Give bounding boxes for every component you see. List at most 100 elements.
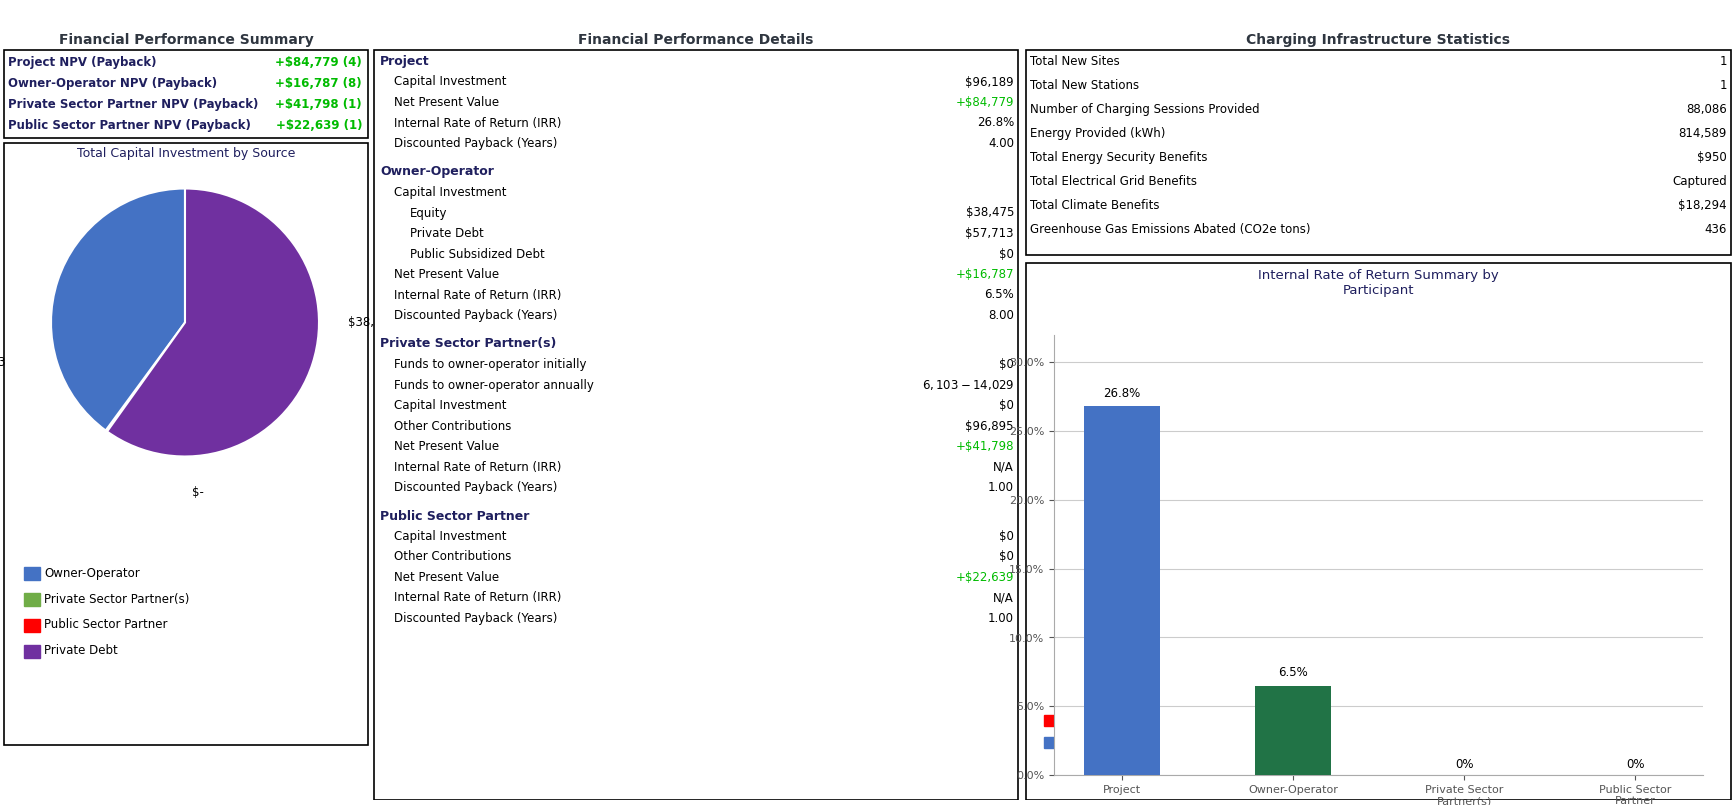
Text: Project: Project (380, 55, 430, 68)
Text: $18,294: $18,294 (1678, 199, 1726, 212)
Text: Other Contributions: Other Contributions (394, 419, 512, 432)
Text: Private Sector Partner NPV (Payback): Private Sector Partner NPV (Payback) (9, 98, 259, 111)
Text: 814,589: 814,589 (1679, 127, 1726, 140)
Text: 0%: 0% (1626, 758, 1645, 771)
Text: Owner-Operator NPV (Payback): Owner-Operator NPV (Payback) (9, 77, 217, 90)
Text: Financial Performance Details: Financial Performance Details (578, 33, 814, 47)
Text: Total New Stations: Total New Stations (1031, 79, 1140, 92)
Text: Energy Provided (kWh): Energy Provided (kWh) (1031, 127, 1166, 140)
Text: +$84,779: +$84,779 (956, 96, 1013, 109)
Text: 6.5%: 6.5% (984, 288, 1013, 302)
Bar (1083, 407, 1161, 775)
Text: Equity: Equity (409, 207, 448, 220)
Text: +$22,639: +$22,639 (956, 571, 1013, 584)
Text: Capital Investment: Capital Investment (394, 186, 507, 199)
Text: Captured: Captured (1673, 175, 1726, 188)
Text: 26.8%: 26.8% (977, 117, 1013, 130)
Text: 436: 436 (1704, 223, 1726, 236)
Text: Discounted Payback (Years): Discounted Payback (Years) (394, 137, 557, 150)
Text: Net Present Value: Net Present Value (394, 571, 500, 584)
Text: Greenhouse Gas Emissions Abated (CO2e tons): Greenhouse Gas Emissions Abated (CO2e to… (1031, 223, 1310, 236)
Text: $0: $0 (999, 247, 1013, 261)
Text: N/A: N/A (992, 460, 1013, 473)
Bar (1388, 737, 1402, 748)
Text: Internal Rate of Return Summary by
Participant: Internal Rate of Return Summary by Parti… (1258, 269, 1499, 297)
Text: 1: 1 (1719, 79, 1726, 92)
Bar (1254, 686, 1331, 775)
Text: $6,103 - $14,029: $6,103 - $14,029 (921, 378, 1013, 393)
Text: Funds to owner-operator annually: Funds to owner-operator annually (394, 378, 593, 391)
Text: 4.00: 4.00 (987, 137, 1013, 150)
Text: $0: $0 (999, 551, 1013, 563)
Text: 1: 1 (1719, 55, 1726, 68)
Text: Total Energy Security Benefits: Total Energy Security Benefits (1031, 151, 1208, 164)
Text: $38,475: $38,475 (966, 207, 1013, 220)
Text: Private Sector Partner(s): Private Sector Partner(s) (43, 592, 189, 605)
Text: Internal Rate of Return (IRR): Internal Rate of Return (IRR) (394, 288, 562, 302)
Text: Charging Infrastructure Statistics: Charging Infrastructure Statistics (1246, 33, 1511, 47)
Text: Discounted Payback (Years): Discounted Payback (Years) (394, 309, 557, 322)
Text: Public Sector Partner: Public Sector Partner (43, 618, 168, 631)
Text: Internal Rate of Return (IRR): Internal Rate of Return (IRR) (394, 592, 562, 605)
Text: Net Present Value: Net Present Value (394, 96, 500, 109)
Text: $0: $0 (999, 530, 1013, 543)
Text: 26.8%: 26.8% (1103, 386, 1140, 399)
Text: Capital Investment: Capital Investment (394, 76, 507, 89)
Bar (1044, 737, 1058, 748)
Text: $96,895: $96,895 (965, 419, 1013, 432)
Bar (24, 645, 40, 658)
Text: Project NPV (Payback): Project NPV (Payback) (9, 56, 156, 69)
Text: Private Debt: Private Debt (409, 227, 484, 240)
Text: Private Sector Partner(s): Private Sector Partner(s) (380, 337, 557, 350)
Text: Private Debt: Private Debt (43, 645, 118, 658)
Text: 1.00: 1.00 (987, 612, 1013, 625)
Text: Public Sector Partner: Public Sector Partner (380, 510, 529, 522)
Text: Discounted Payback (Years): Discounted Payback (Years) (394, 612, 557, 625)
Text: 8.00: 8.00 (989, 309, 1013, 322)
Text: Internal Rate of Return (IRR): Internal Rate of Return (IRR) (394, 460, 562, 473)
Text: 1.00: 1.00 (987, 481, 1013, 494)
Text: Capital Investment: Capital Investment (394, 530, 507, 543)
Bar (3, 143, 368, 745)
Text: +$84,779 (4): +$84,779 (4) (276, 56, 363, 69)
Text: +$16,787 (8): +$16,787 (8) (276, 77, 363, 90)
Text: $950: $950 (1697, 151, 1726, 164)
Text: $-: $- (193, 486, 205, 499)
Text: Owner-Operator: Owner-Operator (1407, 738, 1496, 748)
Text: Net Present Value: Net Present Value (394, 440, 500, 453)
Text: +$41,798 (1): +$41,798 (1) (276, 98, 363, 111)
Text: Discounted Payback (Years): Discounted Payback (Years) (394, 481, 557, 494)
Text: +$41,798: +$41,798 (956, 440, 1013, 453)
Text: +$16,787: +$16,787 (956, 268, 1013, 281)
Text: N/A: N/A (992, 592, 1013, 605)
Text: 0%: 0% (1454, 758, 1473, 771)
Wedge shape (108, 188, 319, 456)
Text: $57,713: $57,713 (965, 227, 1013, 240)
Text: Total Capital Investment by Source: Total Capital Investment by Source (76, 147, 295, 160)
Text: 6.5%: 6.5% (1279, 666, 1308, 679)
Wedge shape (50, 188, 186, 431)
Bar (24, 593, 40, 606)
Text: Private Sector Partner(s): Private Sector Partner(s) (1062, 716, 1199, 726)
Text: Public Sector Partner NPV (Payback): Public Sector Partner NPV (Payback) (9, 119, 252, 132)
Bar (1388, 715, 1402, 726)
Text: Financial Performance Summary: Financial Performance Summary (59, 33, 314, 47)
Text: $38,475: $38,475 (349, 316, 397, 329)
Text: $96,189: $96,189 (965, 76, 1013, 89)
Wedge shape (106, 323, 186, 431)
Text: Project: Project (1062, 738, 1100, 748)
Text: Owner-Operator: Owner-Operator (43, 567, 141, 580)
Text: $0: $0 (999, 358, 1013, 371)
Text: Public Subsidized Debt: Public Subsidized Debt (409, 247, 545, 261)
Bar (24, 567, 40, 580)
Bar (1044, 715, 1058, 726)
Text: Number of Charging Sessions Provided: Number of Charging Sessions Provided (1031, 103, 1260, 116)
Text: +$22,639 (1): +$22,639 (1) (276, 119, 363, 132)
Text: Public Sector Partner: Public Sector Partner (1407, 716, 1523, 726)
Text: 88,086: 88,086 (1686, 103, 1726, 116)
Text: Owner-Operator: Owner-Operator (380, 166, 494, 179)
Wedge shape (106, 323, 186, 431)
Text: Other Contributions: Other Contributions (394, 551, 512, 563)
Text: Internal Rate of Return (IRR): Internal Rate of Return (IRR) (394, 117, 562, 130)
Text: Net Present Value: Net Present Value (394, 268, 500, 281)
